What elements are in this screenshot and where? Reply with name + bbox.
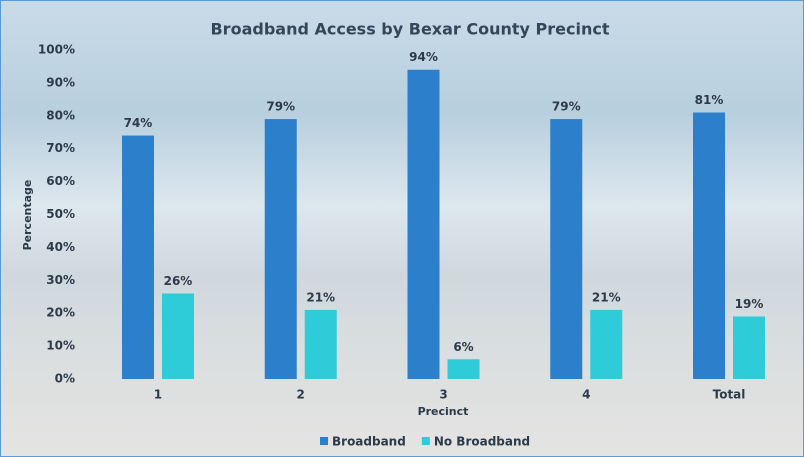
x-tick-label: Total	[713, 388, 746, 402]
y-tick-label: 30%	[46, 273, 75, 287]
data-label: 79%	[266, 100, 295, 114]
bar	[693, 113, 725, 379]
data-label: 26%	[164, 274, 193, 288]
legend-label: Broadband	[332, 435, 406, 449]
x-tick-label: 1	[154, 388, 162, 402]
y-tick-label: 50%	[46, 207, 75, 221]
y-tick-label: 40%	[46, 240, 75, 254]
background	[1, 1, 804, 457]
bar	[265, 119, 297, 379]
x-tick-label: 3	[439, 388, 447, 402]
x-tick-label: 4	[582, 388, 590, 402]
y-tick-label: 90%	[46, 75, 75, 89]
bar	[408, 70, 440, 379]
data-label: 79%	[552, 100, 581, 114]
y-tick-label: 10%	[46, 339, 75, 353]
bar	[122, 136, 154, 379]
bar	[305, 310, 337, 379]
y-tick-label: 80%	[46, 108, 75, 122]
x-axis-title: Precinct	[418, 405, 469, 418]
y-tick-label: 0%	[55, 372, 75, 386]
y-tick-label: 100%	[38, 43, 75, 57]
data-label: 81%	[695, 93, 724, 107]
bar	[162, 293, 194, 379]
legend-swatch	[422, 437, 430, 445]
data-label: 19%	[735, 297, 764, 311]
y-tick-label: 20%	[46, 306, 75, 320]
y-tick-label: 70%	[46, 141, 75, 155]
data-label: 6%	[453, 340, 473, 354]
bar	[733, 316, 765, 379]
legend-swatch	[320, 437, 328, 445]
bar	[448, 359, 480, 379]
bar	[590, 310, 622, 379]
x-tick-label: 2	[297, 388, 305, 402]
chart: Broadband Access by Bexar County Precinc…	[0, 0, 804, 457]
bar	[550, 119, 582, 379]
data-label: 94%	[409, 50, 438, 64]
data-label: 21%	[306, 290, 335, 304]
data-label: 21%	[592, 290, 621, 304]
chart-title: Broadband Access by Bexar County Precinc…	[210, 20, 609, 39]
y-tick-label: 60%	[46, 174, 75, 188]
data-label: 74%	[124, 116, 153, 130]
y-axis-title: Percentage	[21, 180, 34, 251]
legend-label: No Broadband	[434, 435, 530, 449]
